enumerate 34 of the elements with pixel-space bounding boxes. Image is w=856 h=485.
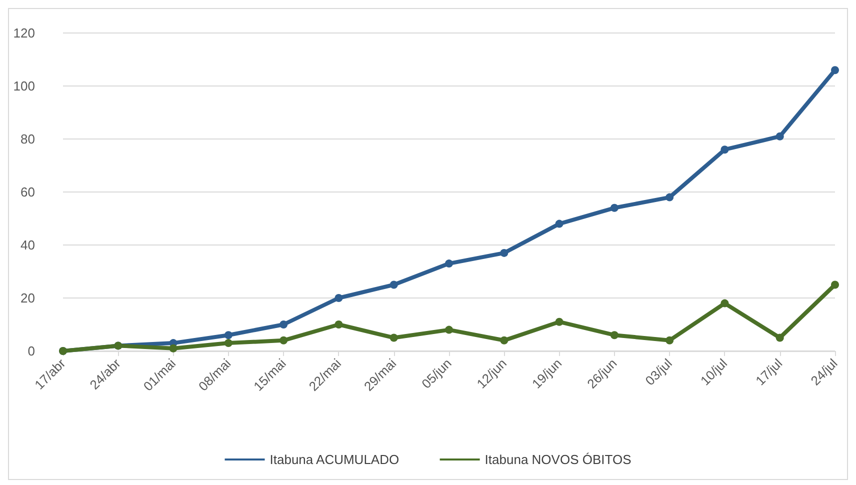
y-tick-label: 40 [20,238,35,252]
y-tick-label: 60 [20,184,35,200]
point [445,326,453,334]
y-tick-label: 20 [20,290,35,306]
point [224,331,232,340]
point [831,66,839,74]
point [720,146,729,154]
point [666,336,674,344]
point [390,334,398,342]
point [610,331,618,340]
point [666,193,674,202]
point [390,280,398,289]
point [280,336,288,344]
point [776,334,784,342]
point [610,204,618,212]
point [555,318,564,326]
point [280,320,288,328]
point [500,336,508,344]
point [169,344,178,352]
point [555,220,564,228]
point [334,320,343,328]
point [445,260,453,268]
point [224,339,232,348]
point [500,248,508,257]
legend-label: Itabuna NOVOS ÓBITOS [484,452,632,467]
y-tick-label: 0 [28,344,35,358]
y-tick-label: 80 [20,132,35,146]
legend-label: Itabuna ACUMULADO [270,452,400,467]
y-tick-label: 100 [13,78,35,94]
point [776,132,784,140]
y-tick-label: 120 [13,26,35,40]
point [831,280,839,289]
point [334,294,343,302]
point [720,299,729,308]
